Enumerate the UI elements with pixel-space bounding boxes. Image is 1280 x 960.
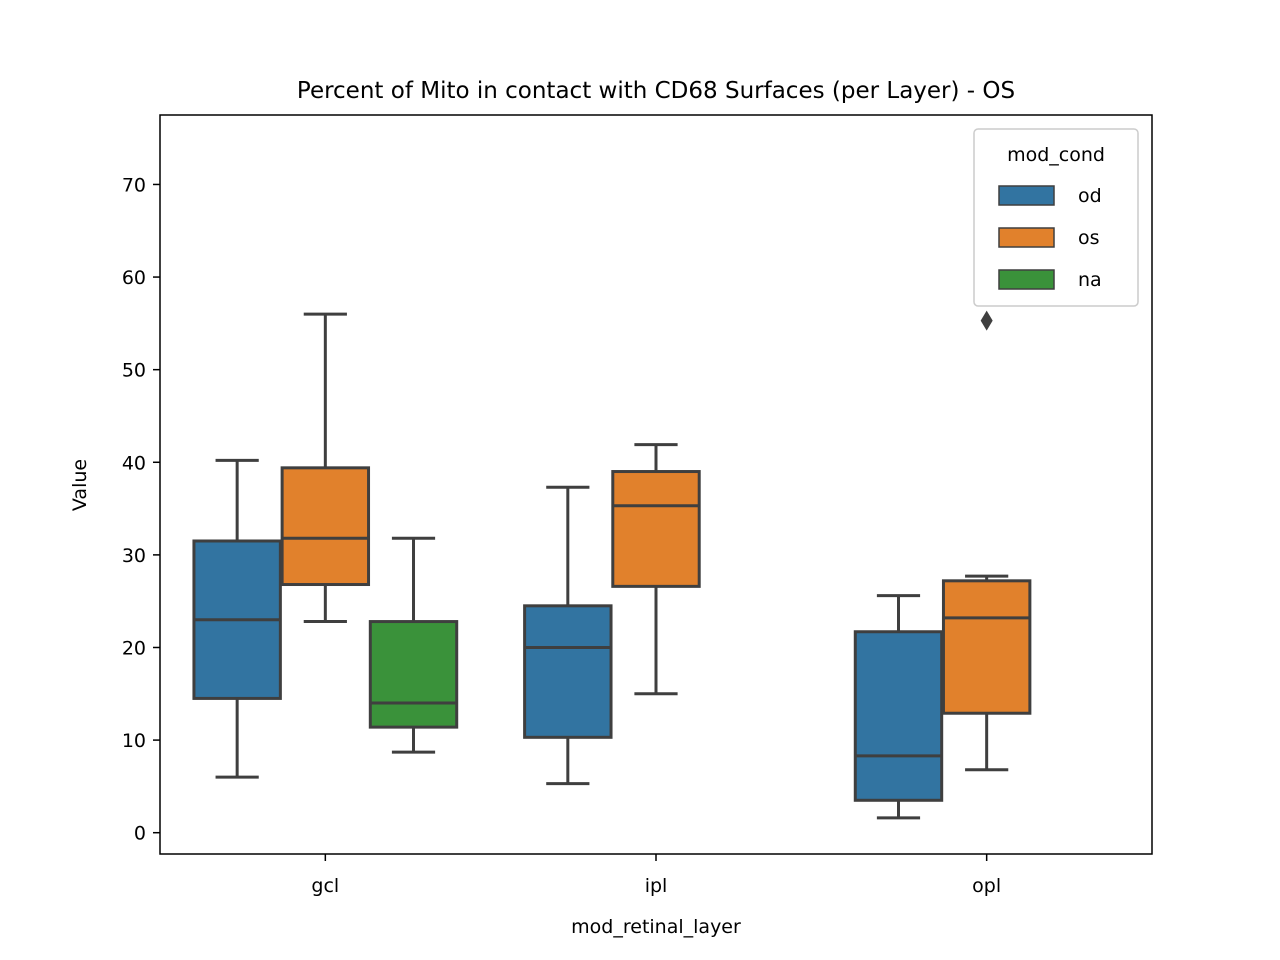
box-body — [523, 604, 613, 739]
box-od-opl — [853, 594, 944, 820]
box-od-ipl — [523, 485, 613, 786]
legend-title: mod_cond — [1007, 144, 1105, 166]
box-na-gcl — [368, 536, 459, 754]
box-body — [853, 630, 944, 802]
x-tick-label: gcl — [311, 875, 339, 897]
y-tick-label: 40 — [122, 452, 146, 474]
y-tick-label: 30 — [122, 545, 146, 567]
y-tick-label: 10 — [122, 730, 146, 752]
legend-label-os: os — [1078, 227, 1100, 249]
x-tick-label: ipl — [645, 875, 668, 897]
box-body — [941, 579, 1032, 715]
box-body — [611, 470, 701, 588]
box-body — [368, 620, 459, 729]
y-tick-label: 0 — [134, 823, 146, 845]
legend-swatch-os — [998, 227, 1055, 248]
x-axis: gcl ipl opl — [311, 854, 1001, 897]
y-tick-label: 70 — [122, 174, 146, 196]
legend-label-od: od — [1078, 185, 1102, 207]
plot-area — [159, 114, 1153, 855]
legend-swatch-od — [998, 185, 1055, 206]
y-tick-label: 50 — [122, 360, 146, 382]
y-tick-label: 20 — [122, 637, 146, 659]
outlier-point — [980, 310, 993, 331]
box-od-gcl — [192, 458, 282, 779]
y-tick-label: 60 — [122, 267, 146, 289]
y-axis-label: Value — [69, 459, 91, 511]
box-os-gcl — [280, 312, 371, 624]
legend-label-na: na — [1078, 269, 1102, 291]
x-tick-label: opl — [972, 875, 1001, 897]
box-body — [280, 466, 371, 587]
box-os-ipl — [611, 443, 701, 696]
legend-frame — [973, 128, 1139, 307]
y-axis: 0 10 20 30 40 50 60 70 — [122, 174, 160, 845]
box-os-opl — [941, 310, 1032, 772]
x-axis-label: mod_retinal_layer — [571, 916, 741, 938]
legend-swatch-na — [998, 269, 1055, 290]
chart-title: Percent of Mito in contact with CD68 Sur… — [297, 78, 1015, 104]
